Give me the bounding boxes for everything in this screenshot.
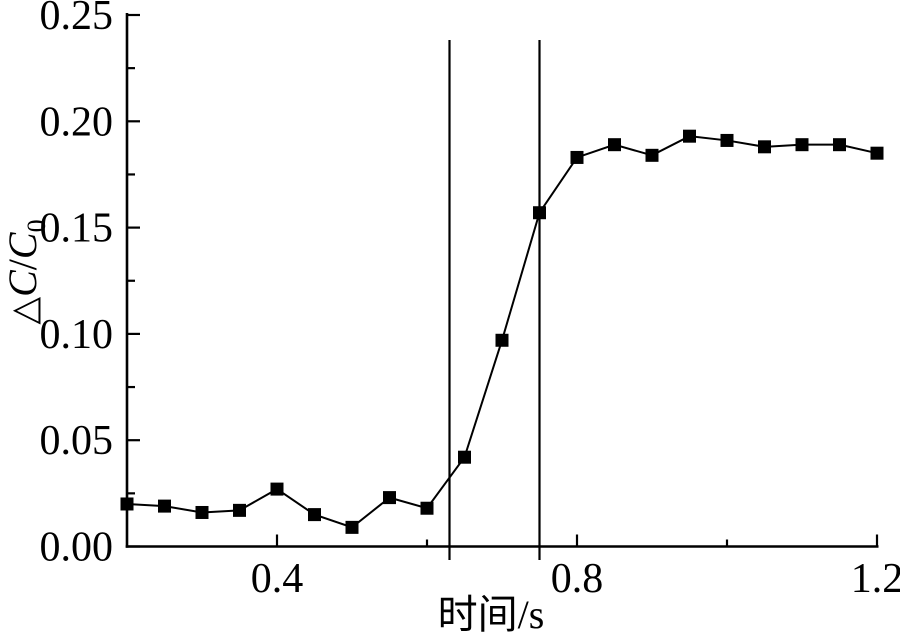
data-point-marker (870, 146, 884, 160)
data-point-marker (608, 138, 621, 152)
y-axis-title-part: C (0, 269, 45, 297)
data-point-marker (683, 129, 696, 143)
y-tick-label: 0.20 (40, 99, 114, 145)
data-point-marker (495, 333, 509, 347)
data-series (120, 129, 884, 534)
y-tick-label: 0.10 (40, 312, 114, 358)
data-point-marker (195, 505, 209, 519)
x-tick-label: 1.2 (851, 556, 900, 602)
x-axis-tick-labels: 0.4 0.8 1.2 (251, 556, 900, 602)
y-axis-title: △C/C0 (0, 219, 51, 324)
axes (125, 13, 879, 548)
data-point-marker (720, 133, 734, 147)
data-point-marker (383, 491, 396, 505)
data-point-marker (758, 140, 771, 154)
data-point-marker (420, 501, 434, 515)
data-point-marker (270, 482, 284, 496)
x-tick-label: 0.4 (251, 556, 304, 602)
y-axis-title-part: △ (4, 297, 44, 325)
reference-lines (448, 40, 541, 560)
y-axis-title-part: C (0, 231, 45, 259)
y-tick-label: 0.05 (40, 418, 114, 464)
y-axis-title-part: / (0, 258, 45, 270)
data-point-marker (645, 148, 659, 162)
data-point-marker (345, 520, 359, 534)
y-tick-label: 0.15 (40, 206, 114, 252)
data-point-marker (458, 450, 471, 464)
data-point-marker (233, 503, 246, 517)
x-axis-title: 时间/s (438, 592, 545, 637)
data-point-marker (533, 206, 546, 220)
data-point-marker (795, 138, 809, 152)
y-tick-label: 0.00 (40, 525, 114, 571)
series-line (126, 135, 878, 529)
y-axis-tick-labels: 0.00 0.05 0.10 0.15 0.20 0.25 (40, 0, 114, 571)
data-point-marker (570, 150, 584, 164)
data-point-marker (158, 499, 171, 513)
y-axis-title-part: 0 (22, 219, 51, 232)
data-point-marker (308, 508, 321, 522)
x-tick-label: 0.8 (551, 556, 604, 602)
y-tick-label: 0.25 (40, 0, 114, 39)
data-point-marker (833, 138, 846, 152)
